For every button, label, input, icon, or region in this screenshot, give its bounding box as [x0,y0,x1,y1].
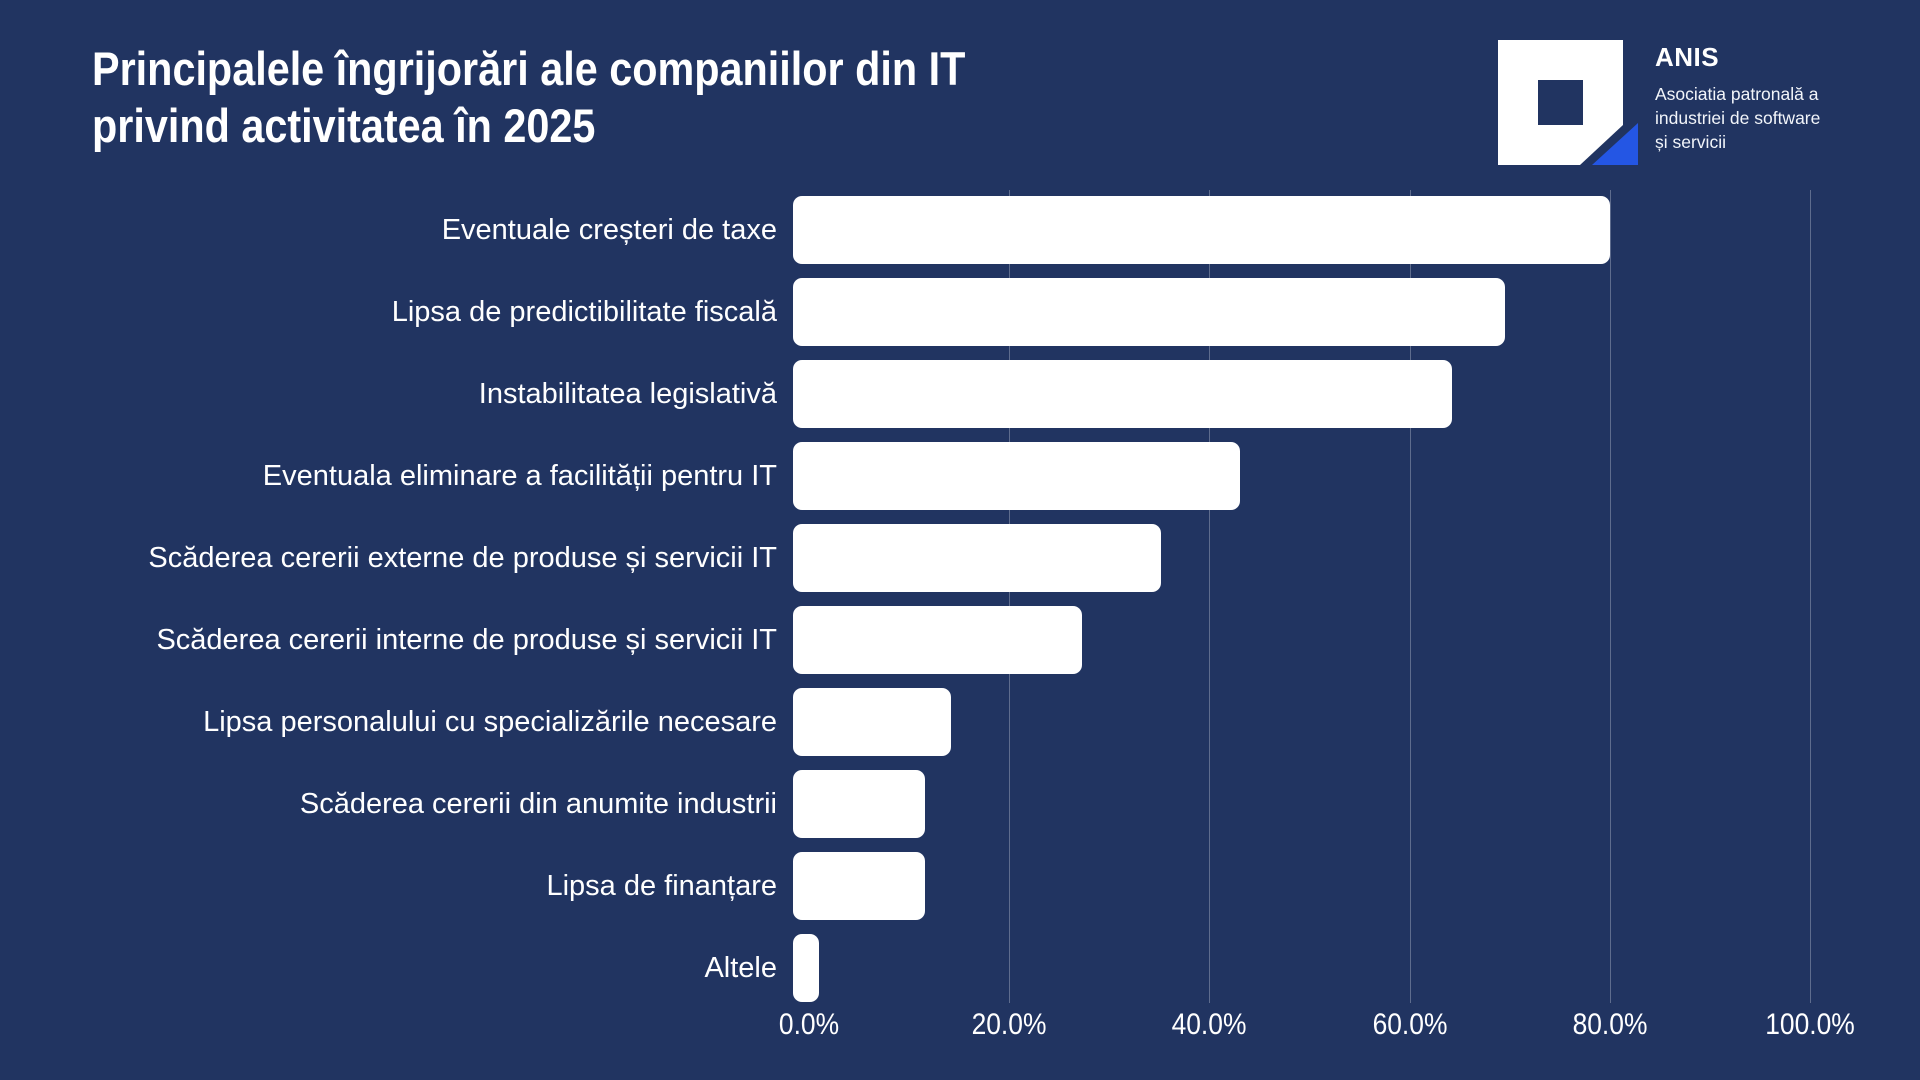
category-label: Lipsa de predictibilitate fiscală [391,295,777,328]
bar [793,442,1241,510]
category-label: Scăderea cererii din anumite industrii [299,787,777,820]
logo-name: ANIS [1655,42,1720,72]
gridline [1810,190,1811,1003]
category-label: Scăderea cererii interne de produse și s… [156,623,777,656]
gridline [1609,190,1611,1003]
x-axis: 0.0% 20.0% 40.0% 60.0% 80.0% 100.0% [779,1008,1855,1054]
chart-rows: Eventuale creșteri de taxe Lipsa de predi… [0,189,1920,1009]
page-title-line-2: privind activitatea în 2025 [92,99,596,153]
category-label: Lipsa personalului cu specializările nec… [203,705,777,738]
gridline [1209,190,1211,1003]
chart-row: Altele [0,927,1920,1009]
category-label: Instabilitatea legislativă [478,377,777,410]
category-label: Eventuale creșteri de taxe [441,213,777,246]
anis-logo-icon [1498,40,1638,165]
bar [793,852,926,920]
page-title: Principalele îngrijorări ale companiilor… [92,40,965,155]
gridline [1009,190,1011,1003]
category-label: Scăderea cererii externe de produse și s… [148,541,777,574]
anis-logo [1498,40,1638,170]
x-axis-tick-label: 60.0% [1372,1008,1448,1041]
bar [793,770,926,838]
anis-logo-text: ANIS Asociatia patronală a industriei de… [1655,42,1885,154]
chart-row: Lipsa de predictibilitate fiscală [0,271,1920,353]
logo-tagline-line-2: industriei de software [1655,108,1821,129]
logo-tagline-line-3: și servicii [1655,132,1726,153]
chart-row: Instabilitatea legislativă [0,353,1920,435]
chart-row: Scăderea cererii externe de produse și s… [0,517,1920,599]
x-axis-tick-label: 40.0% [1171,1008,1247,1041]
gridline [1409,190,1411,1003]
page-title-line-1: Principalele îngrijorări ale companiilor… [92,42,966,95]
logo-accent-triangle [1592,123,1638,165]
logo-inner-square [1538,80,1583,125]
chart-row: Lipsa personalului cu specializările nec… [0,681,1920,763]
bar [793,934,820,1002]
category-label: Eventuala eliminare a facilității pentru… [262,459,777,492]
x-axis-tick-label: 100.0% [1765,1008,1855,1041]
bar [793,278,1505,346]
category-label: Altele [704,951,777,984]
x-axis-tick-label: 20.0% [971,1008,1047,1041]
logo-tagline-line-1: Asociatia patronală a [1655,84,1819,104]
bar [793,688,952,756]
bar [793,524,1162,592]
chart-gridlines [809,190,1811,1003]
x-axis-tick-label: 80.0% [1572,1008,1648,1041]
chart-row: Eventuale creșteri de taxe [0,189,1920,271]
chart-row: Scăderea cererii din anumite industrii [0,763,1920,845]
x-axis-tick-label: 0.0% [778,1008,840,1041]
chart-row: Lipsa de finanțare [0,845,1920,927]
logo-tagline: Asociatia patronală a industriei de soft… [1655,82,1885,154]
bar [793,360,1452,428]
chart-row: Scăderea cererii interne de produse și s… [0,599,1920,681]
bar [793,606,1083,674]
category-label: Lipsa de finanțare [546,869,777,902]
chart-row: Eventuala eliminare a facilității pentru… [0,435,1920,517]
bar [793,196,1610,264]
